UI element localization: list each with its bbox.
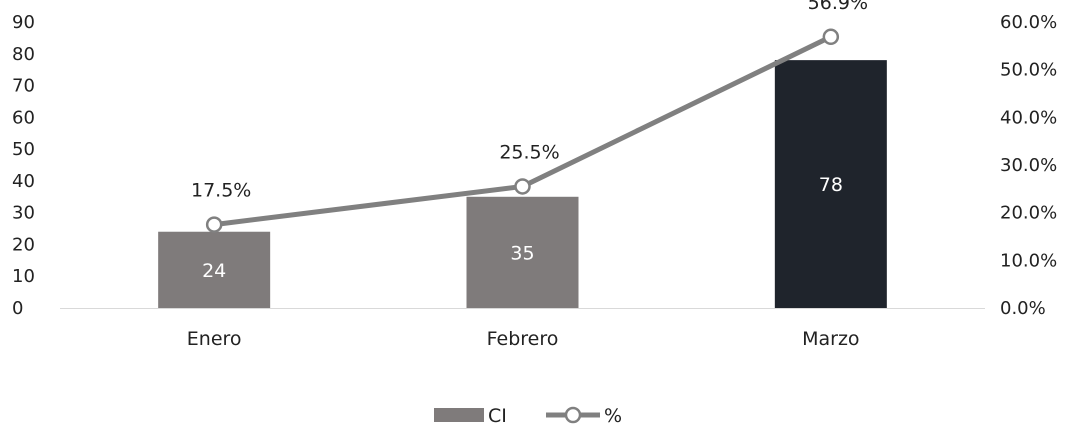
category-label: Marzo — [802, 328, 859, 350]
left-tick-label: 0 — [12, 298, 23, 319]
bar-marzo — [774, 60, 887, 309]
left-tick-label: 30 — [12, 203, 35, 224]
left-tick-label: 40 — [12, 171, 35, 192]
left-tick-label: 50 — [12, 139, 35, 160]
right-tick-label: 0.0% — [1000, 298, 1046, 319]
line-data-labels: 17.5% 25.5% 56.9% — [191, 0, 868, 202]
right-tick-label: 40.0% — [1000, 107, 1057, 128]
legend-label-line: % — [604, 405, 622, 426]
legend-swatch-bar — [434, 408, 484, 422]
right-tick-label: 20.0% — [1000, 203, 1057, 224]
right-tick-label: 30.0% — [1000, 155, 1057, 176]
bar-febrero — [466, 196, 579, 308]
right-y-axis: 0.0% 10.0% 20.0% 30.0% 40.0% 50.0% 60.0% — [1000, 12, 1057, 319]
legend-swatch-marker — [564, 406, 582, 424]
line-data-label: 25.5% — [499, 141, 559, 163]
right-tick-label: 60.0% — [1000, 12, 1057, 33]
bar-series — [158, 60, 887, 309]
line-marker — [822, 28, 840, 46]
line-path — [213, 34, 832, 228]
category-label: Enero — [187, 328, 242, 350]
bar-enero — [158, 231, 271, 308]
line-marker — [205, 216, 223, 233]
left-tick-label: 90 — [12, 12, 35, 33]
line-data-label: 56.9% — [808, 0, 868, 14]
left-tick-label: 20 — [12, 234, 35, 255]
category-label: Febrero — [487, 328, 559, 350]
bar-data-label: 78 — [819, 174, 843, 196]
legend-label-bar: CI — [488, 405, 507, 426]
legend: CI % — [434, 405, 622, 426]
line-marker — [514, 178, 531, 195]
left-tick-label: 10 — [12, 266, 35, 287]
left-tick-label: 60 — [12, 107, 35, 128]
line-series — [205, 28, 840, 233]
bar-data-label: 35 — [510, 242, 534, 264]
x-axis: Enero Febrero Marzo — [187, 328, 860, 350]
right-tick-label: 10.0% — [1000, 250, 1057, 271]
left-tick-label: 80 — [12, 44, 35, 65]
left-y-axis: 0 10 20 30 40 50 60 70 80 90 — [12, 12, 35, 319]
bar-data-labels: 24 35 78 — [202, 174, 843, 282]
line-data-label: 17.5% — [191, 180, 251, 202]
bar-data-label: 24 — [202, 260, 226, 282]
right-tick-label: 50.0% — [1000, 60, 1057, 81]
left-tick-label: 70 — [12, 76, 35, 97]
